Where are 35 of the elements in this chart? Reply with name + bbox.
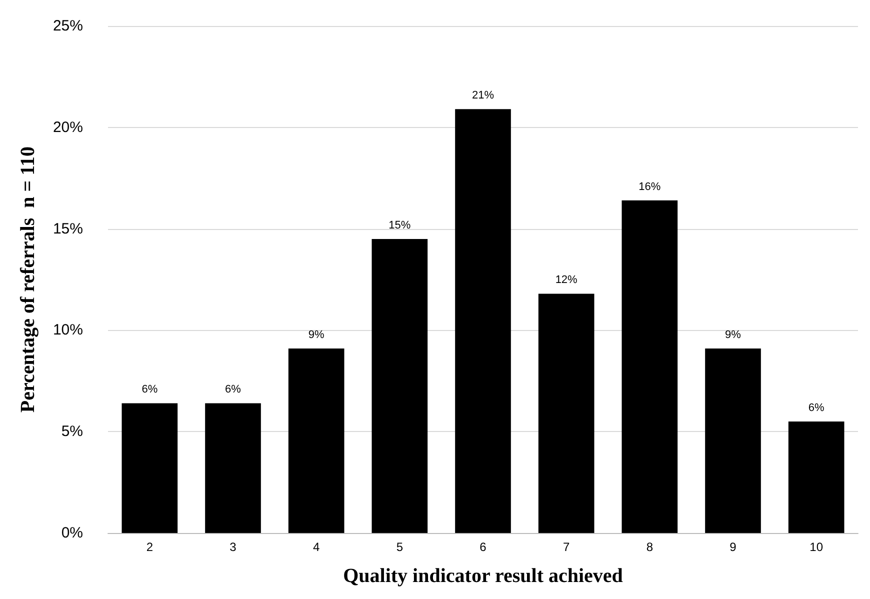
bar (705, 348, 761, 533)
data-label: 6% (225, 384, 242, 396)
x-tick-label: 8 (646, 540, 654, 554)
y-tick-label: 20% (52, 118, 83, 136)
bar (455, 109, 511, 533)
x-tick-label: 4 (312, 540, 320, 554)
data-label: 6% (142, 384, 158, 396)
data-label: 6% (808, 402, 824, 414)
data-label: 15% (388, 219, 411, 232)
bar (538, 294, 594, 533)
bar (372, 238, 428, 533)
y-axis-title: Percentage of referrals n = 110 (17, 146, 39, 413)
data-label: 16% (638, 180, 661, 193)
x-tick-label: 2 (146, 540, 154, 554)
x-axis-title: Quality indicator result achieved (343, 565, 623, 587)
x-tick-label: 3 (230, 540, 237, 554)
data-label: 9% (308, 328, 324, 341)
y-tick-label: 0% (61, 524, 83, 542)
x-tick-label: 9 (730, 540, 737, 554)
y-tick-label: 25% (52, 18, 83, 34)
bar (205, 403, 261, 533)
y-tick-label: 5% (61, 423, 83, 440)
data-label: 9% (725, 328, 742, 341)
bar (288, 348, 344, 533)
y-tick-label: 10% (52, 322, 83, 339)
x-tick-label: 10 (810, 540, 824, 554)
x-tick-label: 5 (396, 540, 404, 554)
bar (788, 421, 844, 533)
x-tick-label: 6 (480, 540, 487, 554)
x-tick-label: 7 (562, 540, 570, 554)
data-label: 21% (472, 90, 494, 102)
bar (122, 403, 178, 533)
bar (622, 200, 678, 533)
y-tick-label: 15% (52, 220, 83, 238)
data-label: 12% (555, 274, 578, 286)
